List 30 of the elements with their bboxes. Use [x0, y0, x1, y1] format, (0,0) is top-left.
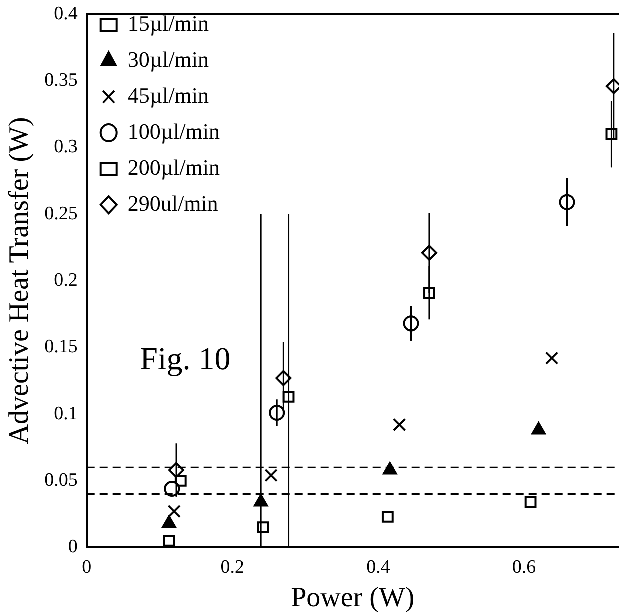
legend-label: 30µl/min	[128, 46, 209, 72]
x-axis-title: Power (W)	[291, 582, 415, 614]
legend-label: 100µl/min	[128, 118, 220, 144]
y-tick-label: 0.15	[44, 336, 78, 358]
x-tick-label: 0.6	[512, 556, 536, 578]
annotation: Fig. 10	[140, 340, 231, 376]
point	[524, 496, 537, 508]
x-tick-label: 0	[82, 556, 92, 578]
point	[163, 534, 176, 547]
point	[382, 510, 394, 523]
y-tick-label: 0.35	[44, 70, 78, 92]
x-tick-label: 0.2	[220, 556, 245, 578]
y-tick-label: 0.2	[54, 270, 78, 291]
x-tick-label: 0.4	[366, 556, 391, 578]
y-tick-label: 0	[68, 536, 78, 558]
point	[168, 504, 181, 518]
legend-label: 45µl/min	[128, 82, 209, 108]
y-tick-label: 0.4	[54, 3, 78, 24]
y-axis-title: Advective Heat Transfer (W)	[4, 117, 36, 445]
legend-label: 200µl/min	[128, 154, 220, 180]
point	[392, 418, 406, 432]
y-tick-label: 0.3	[54, 136, 78, 158]
point	[545, 352, 559, 365]
y-tick-label: 0.1	[54, 403, 78, 424]
y-tick-label: 0.05	[44, 470, 78, 491]
legend-label: 290ul/min	[128, 190, 218, 216]
point	[264, 468, 278, 482]
y-tick-label: 0.25	[44, 203, 78, 224]
point	[162, 516, 176, 528]
legend-label: 15µl/min	[128, 10, 209, 36]
